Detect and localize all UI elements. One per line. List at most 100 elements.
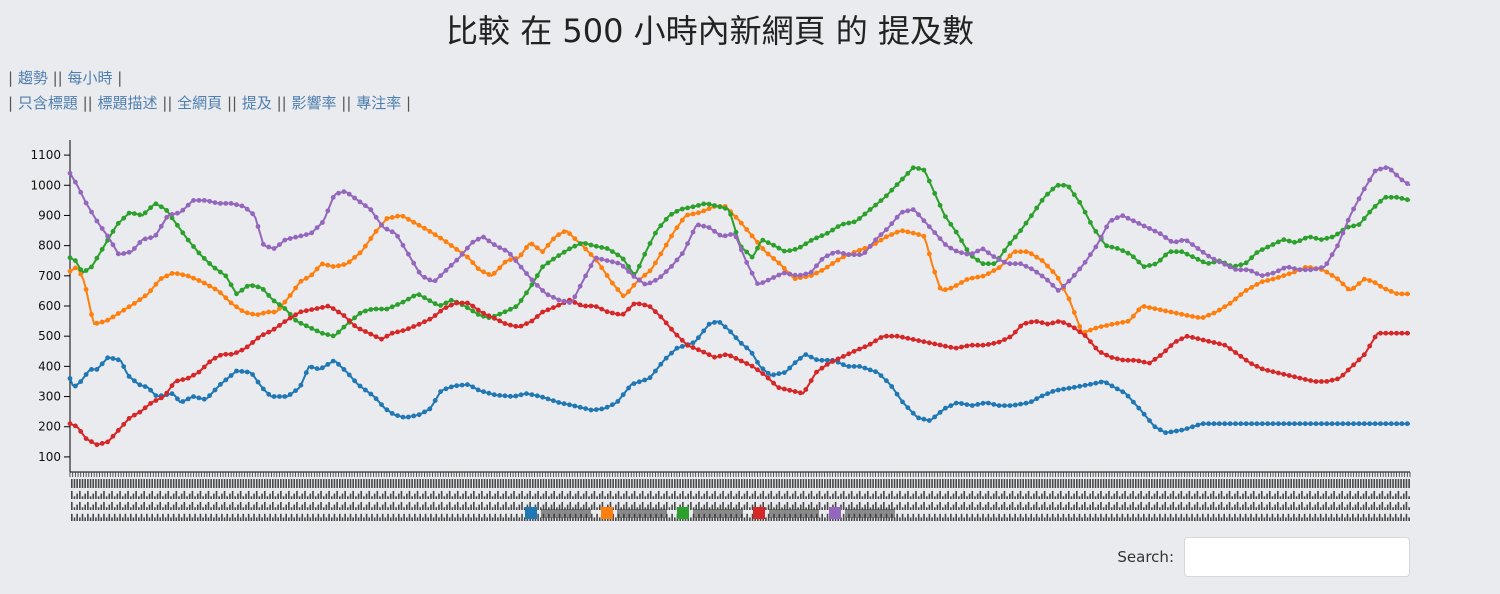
series-5-point bbox=[1378, 166, 1383, 172]
series-4-point bbox=[218, 352, 223, 358]
series-1-point bbox=[1356, 421, 1362, 427]
series-3-point bbox=[1179, 249, 1185, 255]
series-3-point bbox=[325, 332, 331, 337]
series-5-point bbox=[1302, 267, 1308, 273]
series-2-point bbox=[604, 273, 610, 278]
series-3-point bbox=[685, 205, 690, 211]
series-3-point bbox=[824, 230, 830, 236]
series-5-point bbox=[529, 277, 535, 283]
series-4-point bbox=[314, 306, 320, 311]
y-tick-label: 500 bbox=[38, 329, 61, 343]
series-1-point bbox=[244, 369, 250, 375]
series-5-point bbox=[196, 198, 202, 203]
series-3-point bbox=[223, 273, 229, 279]
series-1-point bbox=[986, 400, 991, 406]
series-4-point bbox=[910, 337, 916, 342]
series-1-point bbox=[185, 396, 191, 402]
series-2-point bbox=[228, 300, 234, 306]
series-4-point bbox=[588, 303, 594, 309]
series-3-point bbox=[706, 201, 712, 207]
series-2-point bbox=[1356, 281, 1362, 286]
series-5-point bbox=[1211, 256, 1217, 262]
series-5-point bbox=[1061, 283, 1066, 289]
series-5-point bbox=[132, 246, 137, 251]
series-4-point bbox=[1297, 375, 1303, 381]
series-3-point bbox=[427, 298, 433, 304]
series-5-point bbox=[352, 195, 357, 201]
series-5-point bbox=[835, 249, 841, 255]
series-5-point bbox=[1265, 272, 1271, 277]
nav-link-title-only[interactable]: 只含標題 bbox=[17, 94, 78, 112]
series-4-point bbox=[363, 329, 368, 334]
series-1-point bbox=[303, 370, 309, 376]
legend-label-blur-4 bbox=[769, 509, 819, 518]
series-4-point bbox=[969, 342, 975, 348]
series-3-point bbox=[830, 227, 835, 233]
series-3-point bbox=[218, 269, 223, 275]
series-4-point bbox=[379, 336, 384, 342]
series-5-point bbox=[250, 211, 256, 217]
series-4-point bbox=[78, 429, 84, 434]
series-2-point bbox=[1034, 254, 1040, 260]
series-4-point bbox=[400, 328, 406, 333]
series-4-point bbox=[706, 352, 712, 358]
series-1-point bbox=[1012, 402, 1018, 408]
series-2-point bbox=[491, 270, 497, 276]
series-5-point bbox=[1313, 266, 1319, 272]
nav-link-focus[interactable]: 專注率 bbox=[356, 94, 402, 112]
series-4-point bbox=[669, 326, 674, 332]
series-5-point bbox=[1195, 246, 1201, 251]
series-3-point bbox=[94, 255, 100, 261]
series-4-point bbox=[180, 377, 186, 382]
series-3-point bbox=[808, 238, 814, 243]
series-1-point bbox=[89, 367, 94, 372]
series-1-point bbox=[1222, 421, 1228, 427]
series-2-point bbox=[824, 264, 830, 270]
series-1-point bbox=[255, 379, 261, 385]
series-3-point bbox=[470, 308, 476, 314]
series-3-point bbox=[260, 287, 266, 292]
nav-link-full-page[interactable]: 全網頁 bbox=[177, 94, 223, 112]
series-1-point bbox=[577, 404, 583, 410]
nav-link-influence[interactable]: 影響率 bbox=[291, 94, 337, 112]
search-input[interactable] bbox=[1184, 537, 1410, 577]
y-tick-label: 800 bbox=[38, 239, 61, 253]
series-3-point bbox=[588, 242, 594, 248]
series-4-point bbox=[1345, 367, 1351, 373]
series-4-point bbox=[1292, 374, 1297, 380]
series-4-point bbox=[1179, 336, 1185, 342]
series-1-point bbox=[873, 369, 878, 375]
series-3-point bbox=[943, 214, 948, 219]
series-2-point bbox=[1114, 320, 1120, 326]
nav-link-trend[interactable]: 趨勢 bbox=[17, 69, 48, 87]
nav-link-title-desc[interactable]: 標題描述 bbox=[97, 94, 158, 112]
series-2-point bbox=[105, 317, 110, 323]
series-3-point bbox=[293, 317, 298, 323]
series-3-point bbox=[379, 306, 384, 312]
series-2-point bbox=[583, 246, 588, 252]
series-5-point bbox=[926, 224, 932, 229]
series-2-point bbox=[1152, 306, 1158, 312]
series-2-point bbox=[1211, 310, 1217, 316]
series-1-point bbox=[1055, 387, 1061, 393]
series-4-point bbox=[948, 344, 954, 350]
series-3-point bbox=[341, 324, 347, 330]
series-1-point bbox=[1136, 405, 1142, 411]
series-4-point bbox=[1088, 339, 1093, 344]
series-1-point bbox=[588, 407, 594, 413]
series-3-point bbox=[121, 215, 127, 221]
nav-link-hourly[interactable]: 每小時 bbox=[67, 69, 113, 87]
series-4-point bbox=[250, 340, 256, 345]
series-2-point bbox=[250, 311, 256, 317]
series-1-point bbox=[894, 391, 900, 397]
series-1-point bbox=[615, 399, 621, 404]
series-2-point bbox=[841, 254, 846, 260]
series-3-point bbox=[1131, 254, 1136, 260]
series-5-point bbox=[1157, 231, 1163, 237]
series-3-point bbox=[1136, 259, 1142, 265]
series-4-point bbox=[921, 339, 927, 345]
series-4-point bbox=[330, 306, 336, 311]
series-2-point bbox=[857, 247, 862, 253]
nav-link-mentions[interactable]: 提及 bbox=[241, 94, 272, 112]
series-4-point bbox=[169, 383, 175, 388]
